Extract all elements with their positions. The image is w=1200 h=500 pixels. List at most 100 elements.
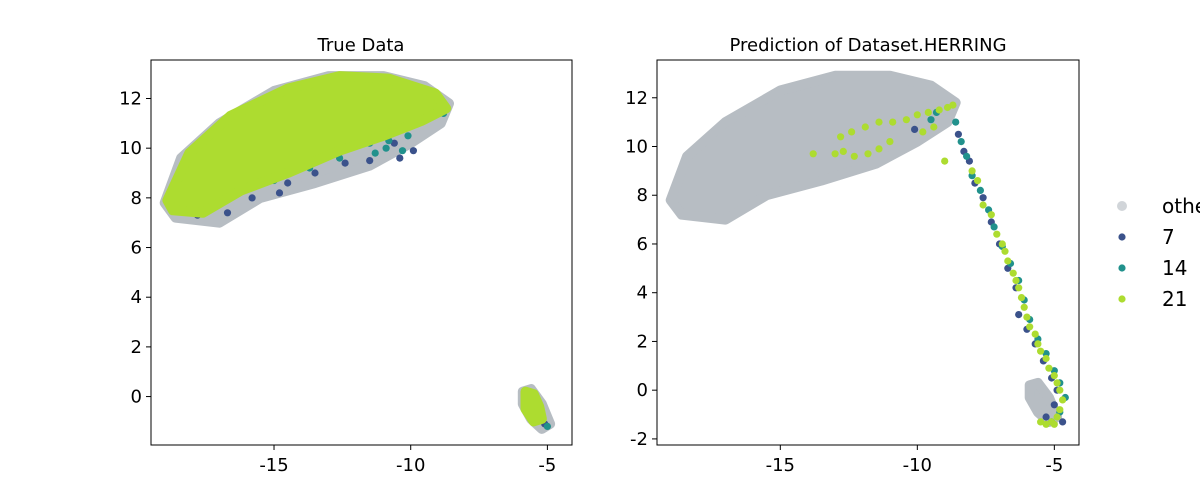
axes-frame (150, 59, 573, 446)
x-axis: -15 -10 -5 (259, 445, 556, 476)
series-7-point (390, 139, 398, 147)
series-21-point (1042, 354, 1050, 363)
y-tick-label: 0 (131, 387, 142, 408)
series-21-point (968, 167, 976, 175)
series-21-point (1053, 379, 1061, 387)
x-tick-label: -15 (766, 455, 795, 476)
series-14-point (957, 138, 965, 146)
series-21-point (1034, 340, 1042, 348)
series-7-point (1059, 418, 1067, 426)
series-21-point (1037, 418, 1045, 426)
series-21-point (1050, 372, 1058, 380)
series-21-point (924, 108, 932, 116)
y-tick-label: 4 (637, 283, 648, 304)
series-21-point (987, 211, 995, 219)
series-21-point (1020, 303, 1028, 311)
x-tick-label: -15 (259, 455, 288, 476)
x-tick-label: -5 (1045, 455, 1063, 476)
series-21-point (935, 106, 943, 114)
series-21-point (861, 123, 869, 131)
legend-marker (1118, 264, 1126, 272)
panel-title: Prediction of Dataset.HERRING (729, 35, 1006, 56)
y-tick-label: 10 (625, 137, 648, 158)
series-21-point (1037, 347, 1045, 355)
legend: other 7 14 21 (1117, 194, 1200, 311)
x-axis: -15 -10 -5 (766, 445, 1063, 476)
series-21-point (1031, 330, 1039, 338)
series-21-point (875, 145, 883, 153)
series-21-point (809, 150, 817, 158)
series-21-point (875, 118, 883, 126)
series-21-region (520, 386, 547, 427)
series-21-point (1026, 323, 1034, 331)
panel-title: True Data (317, 35, 405, 56)
series-21-point (913, 111, 921, 119)
x-tick-label: -5 (538, 455, 556, 476)
y-tick-label: 12 (119, 89, 142, 110)
plot-area (159, 71, 556, 434)
y-tick-label: 12 (625, 88, 648, 109)
legend-label: 21 (1162, 287, 1187, 311)
series-21-point (848, 128, 856, 136)
series-21-point (850, 152, 858, 160)
series-21-point (886, 138, 894, 146)
series-7-point (223, 209, 232, 217)
series-21-point (1056, 386, 1064, 394)
y-tick-label: 2 (637, 331, 648, 352)
legend-label: 7 (1162, 225, 1175, 249)
series-21-point (1053, 413, 1061, 421)
y-axis: 0 2 4 6 8 10 12 (119, 89, 151, 408)
series-21-point (930, 123, 938, 131)
series-21-point (837, 133, 845, 141)
series-14-point (976, 186, 985, 194)
series-14-point (927, 116, 935, 124)
series-7-point (409, 147, 417, 155)
series-7-point (248, 194, 256, 202)
series-7-point (275, 189, 284, 197)
series-7-point (911, 125, 919, 133)
series-21-point (1015, 284, 1023, 292)
series-14-point (404, 132, 412, 140)
series-21-point (831, 150, 839, 158)
panel-true-data: True Data -15 -10 -5 0 2 4 6 8 10 12 (119, 35, 573, 476)
series-21-point (1023, 313, 1031, 321)
series-7-point (366, 157, 374, 165)
series-21-point (864, 150, 872, 158)
series-21-point (1012, 276, 1020, 285)
y-tick-label: 8 (637, 185, 648, 206)
series-21-point (1050, 420, 1058, 428)
y-axis: -2 0 2 4 6 8 10 12 (625, 88, 657, 450)
series-21-point (1001, 247, 1009, 255)
series-7-point (1015, 311, 1023, 319)
series-7-point (1050, 401, 1058, 409)
series-21-point (1004, 257, 1012, 265)
x-tick-label: -10 (396, 455, 425, 476)
series-21-point (889, 118, 897, 126)
series-7-point (1042, 413, 1050, 421)
legend-marker (1118, 295, 1126, 303)
legend-marker (1117, 201, 1127, 211)
y-tick-label: 4 (131, 287, 142, 308)
y-tick-label: -2 (630, 429, 648, 450)
y-tick-label: 0 (637, 380, 648, 401)
legend-marker (1118, 233, 1126, 241)
series-21-point (902, 116, 911, 124)
series-21-point (839, 147, 847, 155)
legend-label: 14 (1162, 256, 1187, 280)
series-21-region (162, 71, 452, 218)
series-21-point (993, 230, 1001, 238)
series-14-point (382, 144, 390, 152)
y-tick-label: 10 (119, 138, 142, 159)
axes-frame (656, 59, 1080, 446)
series-21-point (1042, 420, 1050, 428)
series-21-point (1009, 269, 1017, 277)
series-14-point (990, 223, 998, 231)
series-21-point (943, 103, 952, 112)
series-21-point (1056, 406, 1064, 414)
plot-area (665, 70, 1069, 428)
series-21-point (1045, 364, 1053, 372)
series-14-point (963, 152, 971, 160)
series-7-point (284, 179, 292, 187)
series-21-point (949, 101, 957, 109)
